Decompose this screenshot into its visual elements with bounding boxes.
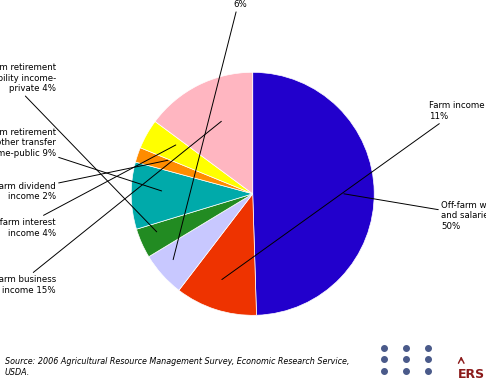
Text: ERS: ERS [458, 368, 485, 380]
Text: Source: 2006 Agricultural Resource Management Survey, Economic Research Service,: Source: 2006 Agricultural Resource Manag… [5, 357, 349, 377]
Text: Off-farm wages
and salaries
50%: Off-farm wages and salaries 50% [344, 194, 486, 231]
Wedge shape [137, 194, 253, 257]
Text: Off-farm retirement
and disability income-
private 4%: Off-farm retirement and disability incom… [0, 63, 156, 232]
Wedge shape [136, 148, 253, 194]
Text: Off-farm business
income 15%: Off-farm business income 15% [0, 121, 221, 294]
Text: Shares of income by source for average farm operator household, 2006: Shares of income by source for average f… [6, 15, 468, 25]
Text: Off-farm retirement
and other transfer
income-public 9%: Off-farm retirement and other transfer i… [0, 128, 162, 191]
Wedge shape [140, 122, 253, 194]
Wedge shape [155, 72, 253, 194]
Text: Off-farm dividend
income 2%: Off-farm dividend income 2% [0, 160, 168, 201]
Wedge shape [179, 194, 257, 315]
Text: Off-farm other
sources of income
6%: Off-farm other sources of income 6% [173, 0, 280, 260]
Text: Farm income
11%: Farm income 11% [222, 101, 485, 280]
Text: Off-farm interest
income 4%: Off-farm interest income 4% [0, 145, 176, 238]
Wedge shape [131, 162, 253, 229]
Wedge shape [253, 72, 374, 315]
Wedge shape [149, 194, 253, 290]
